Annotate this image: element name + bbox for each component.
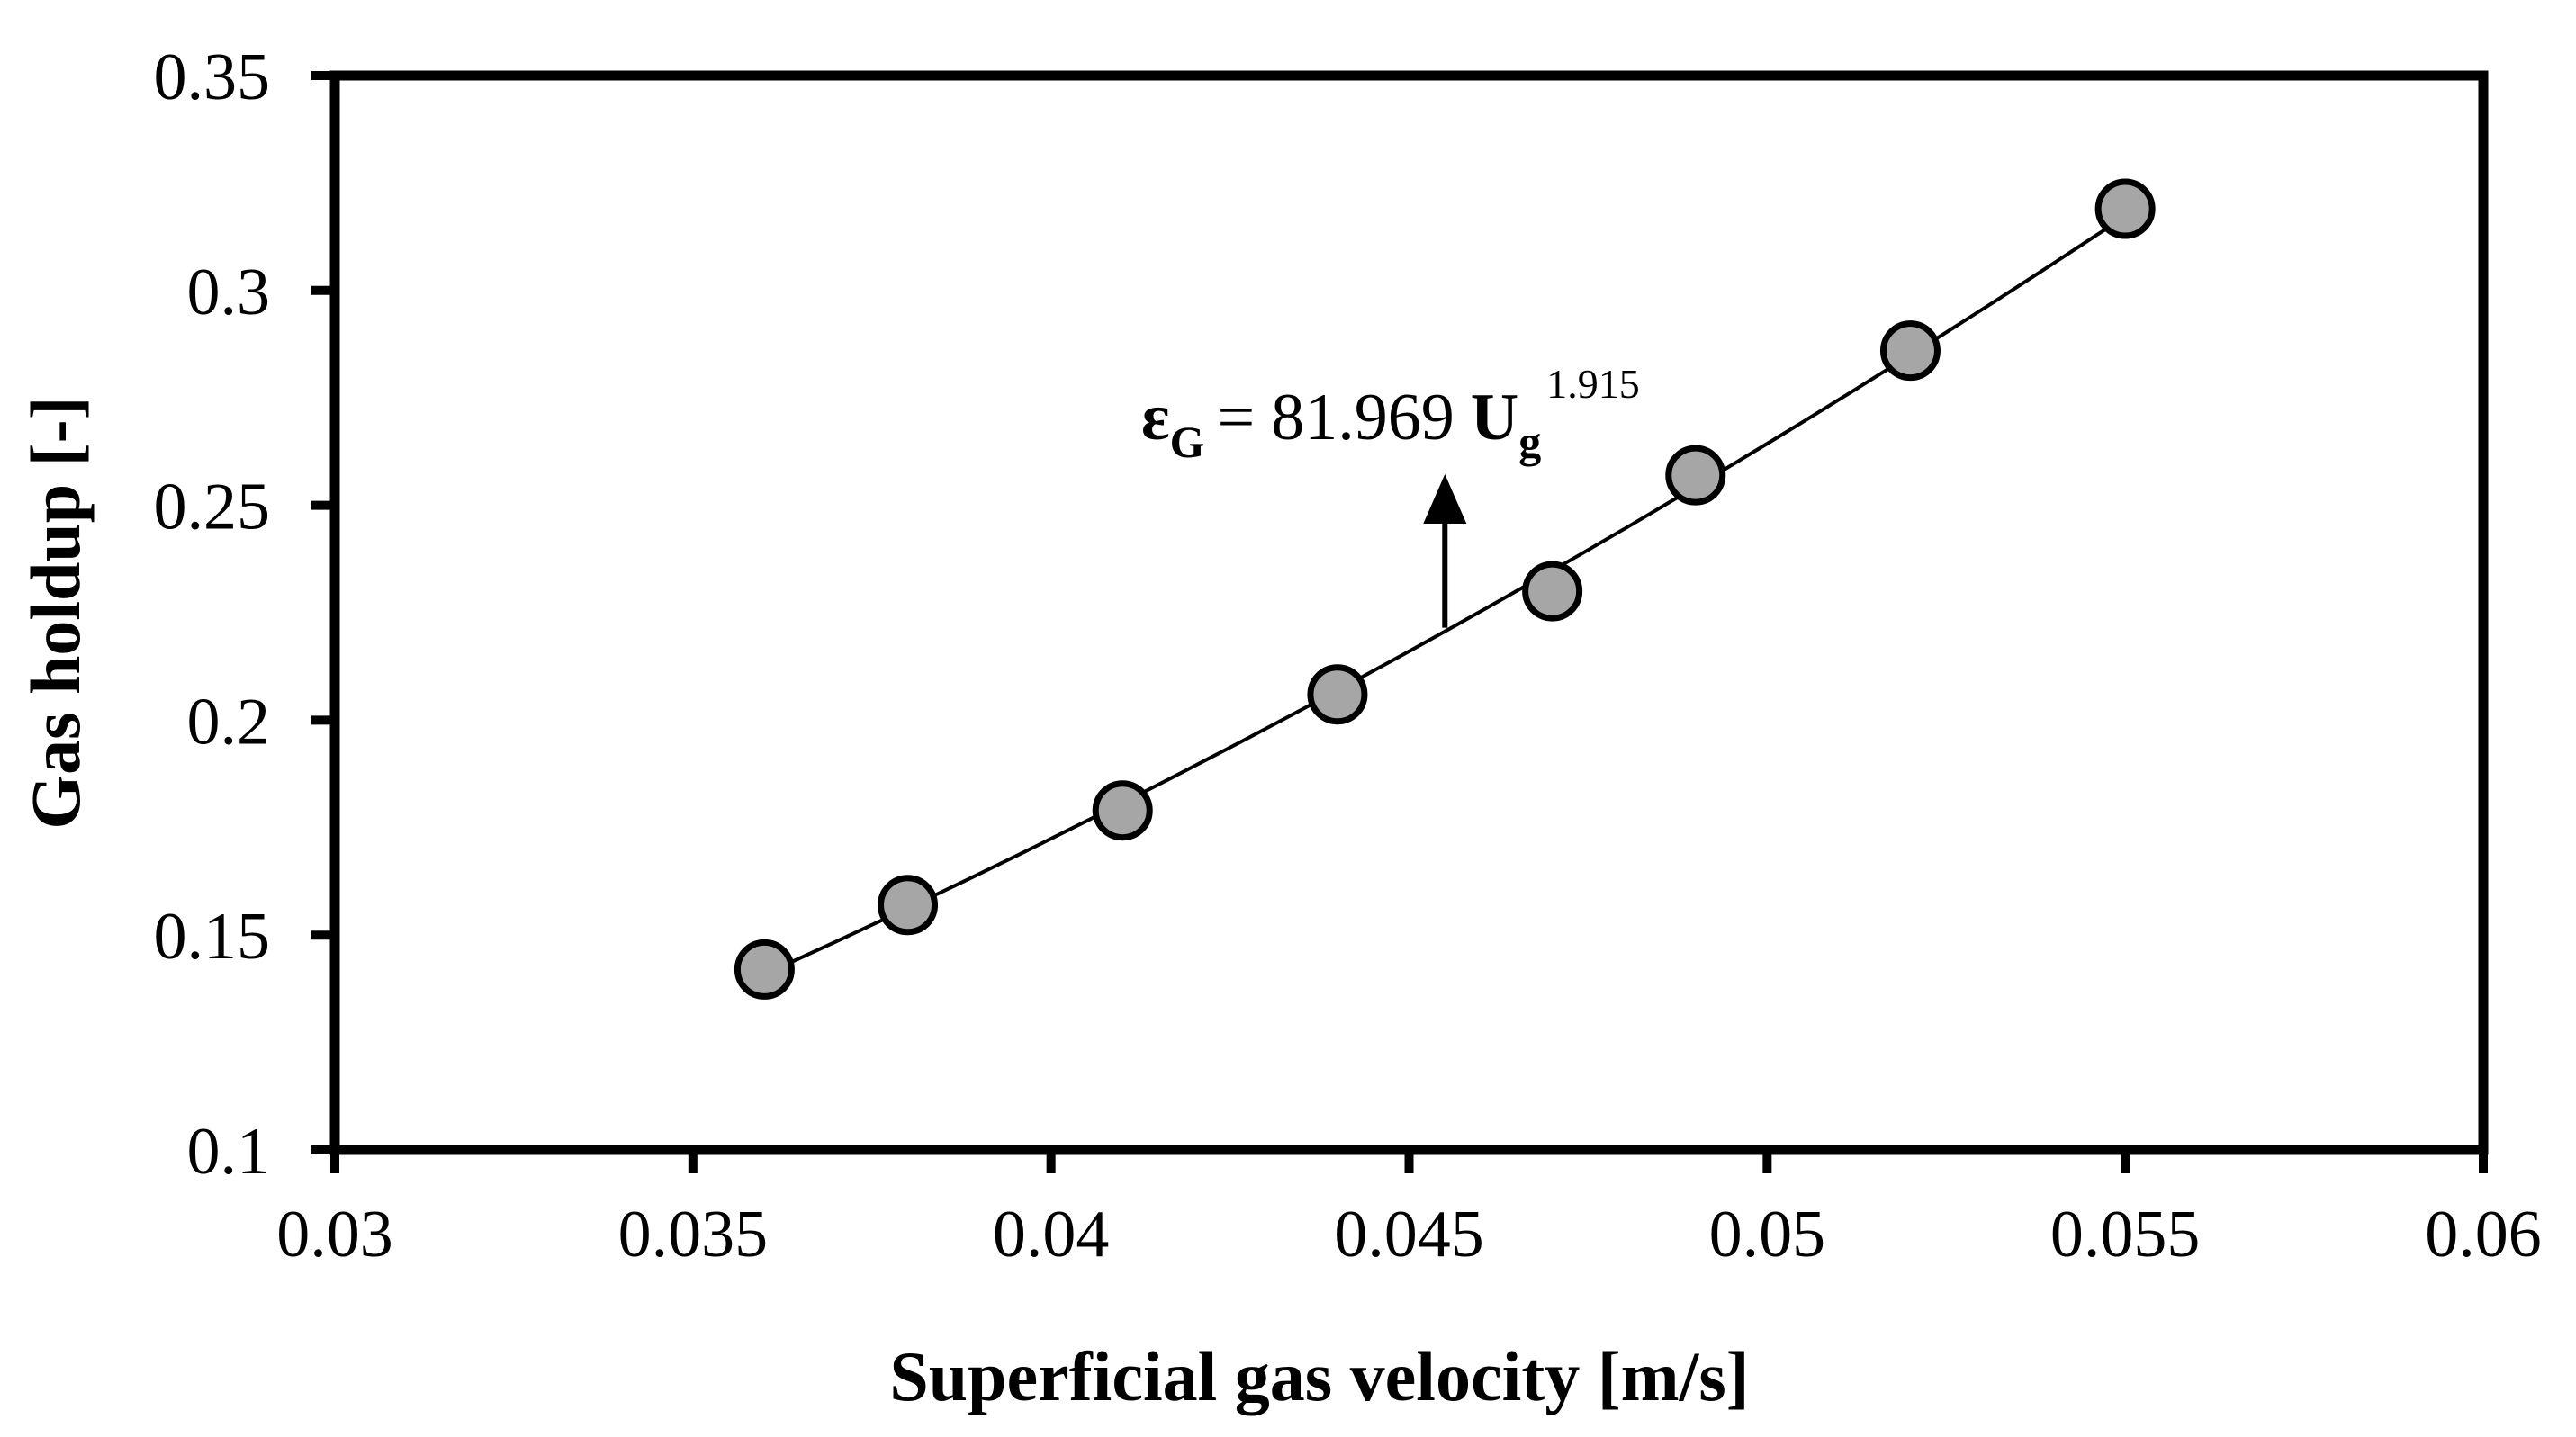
data-point: [1665, 445, 1726, 506]
annotation-arrow-head: [1423, 474, 1467, 524]
x-tick-label: 0.055: [2050, 1198, 2201, 1271]
fit-equation: εG = 81.969 Ug1.915: [1141, 361, 1640, 467]
x-tick-label: 0.06: [2425, 1198, 2542, 1271]
axis-ticks: 0.03 0.035 0.04 0.045 0.05 0.055 0.06 0.1 0.15 0.…: [154, 40, 2542, 1271]
data-point: [1092, 780, 1153, 841]
equation-exponent: 1.915: [1546, 361, 1640, 407]
x-tick-label: 0.045: [1334, 1198, 1484, 1271]
equation-variable: U: [1471, 381, 1518, 454]
y-tick-label: 0.35: [154, 40, 271, 114]
x-axis-title: Superficial gas velocity [m/s]: [889, 1337, 1749, 1415]
data-points: [734, 178, 2156, 1000]
y-tick-label: 0.1: [187, 1115, 271, 1189]
data-point: [1307, 664, 1368, 725]
equation-annotation: εG = 81.969 Ug1.915: [1141, 361, 1640, 628]
data-point: [878, 875, 939, 936]
x-tick-label: 0.04: [993, 1198, 1110, 1271]
y-axis-title: Gas holdup [-]: [16, 396, 95, 829]
y-tick-label: 0.3: [187, 256, 271, 329]
y-tick-label: 0.25: [154, 471, 271, 544]
x-tick-label: 0.035: [618, 1198, 769, 1271]
y-tick-label: 0.15: [154, 900, 271, 974]
plot-frame: [329, 70, 2489, 1155]
equation-symbol-subscript: G: [1170, 417, 1205, 467]
equation-coefficient: 81.969: [1271, 381, 1455, 454]
equation-symbol: ε: [1141, 381, 1170, 454]
data-point: [734, 939, 795, 1000]
data-point: [1879, 320, 1941, 382]
data-point: [1522, 561, 1583, 622]
x-tick-label: 0.03: [276, 1198, 393, 1271]
equation-equals: =: [1218, 381, 1256, 454]
x-tick-label: 0.05: [1709, 1198, 1826, 1271]
equation-variable-subscript: g: [1518, 417, 1541, 467]
y-tick-label: 0.2: [187, 685, 271, 759]
data-point: [2094, 178, 2156, 239]
